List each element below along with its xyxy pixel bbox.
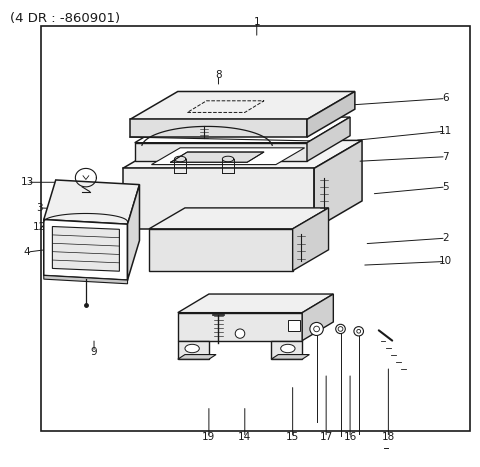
- Polygon shape: [314, 141, 362, 229]
- Polygon shape: [271, 354, 310, 359]
- Polygon shape: [123, 168, 314, 229]
- Text: 18: 18: [382, 432, 395, 442]
- Text: 2: 2: [443, 233, 449, 243]
- Text: 6: 6: [443, 93, 449, 104]
- Polygon shape: [44, 219, 128, 280]
- Text: 8: 8: [215, 70, 222, 80]
- Ellipse shape: [281, 344, 295, 353]
- Text: 14: 14: [238, 432, 252, 442]
- Polygon shape: [178, 312, 302, 340]
- Polygon shape: [130, 92, 355, 120]
- Polygon shape: [302, 294, 333, 340]
- Circle shape: [357, 329, 360, 333]
- Polygon shape: [307, 92, 355, 137]
- Ellipse shape: [185, 344, 199, 353]
- Polygon shape: [149, 208, 328, 229]
- Polygon shape: [288, 319, 300, 331]
- Text: 19: 19: [202, 432, 216, 442]
- Polygon shape: [130, 120, 307, 137]
- Text: 3: 3: [36, 203, 42, 213]
- Text: 16: 16: [344, 432, 357, 442]
- Text: 15: 15: [286, 432, 299, 442]
- Polygon shape: [178, 294, 333, 312]
- Text: 17: 17: [320, 432, 333, 442]
- Text: 9: 9: [91, 347, 97, 357]
- Text: 1: 1: [253, 17, 260, 27]
- Polygon shape: [271, 340, 302, 359]
- Circle shape: [314, 326, 320, 332]
- Polygon shape: [52, 226, 120, 271]
- Polygon shape: [170, 152, 264, 162]
- Text: 4: 4: [24, 247, 30, 257]
- Text: 12: 12: [32, 221, 46, 232]
- Polygon shape: [135, 117, 350, 143]
- Polygon shape: [123, 141, 362, 168]
- Bar: [41, 26, 470, 432]
- Circle shape: [336, 324, 345, 333]
- Polygon shape: [178, 340, 209, 359]
- Text: 13: 13: [20, 177, 34, 187]
- Polygon shape: [293, 208, 328, 271]
- Text: 5: 5: [443, 182, 449, 192]
- Text: 7: 7: [443, 152, 449, 162]
- Text: (4 DR : -860901): (4 DR : -860901): [10, 12, 120, 25]
- Polygon shape: [307, 117, 350, 161]
- Polygon shape: [178, 354, 216, 359]
- Circle shape: [354, 326, 363, 336]
- Text: 11: 11: [439, 126, 453, 136]
- Polygon shape: [44, 180, 140, 224]
- Polygon shape: [135, 143, 307, 161]
- Circle shape: [235, 329, 245, 338]
- Circle shape: [338, 326, 343, 331]
- Polygon shape: [44, 276, 128, 284]
- Polygon shape: [128, 184, 140, 280]
- Circle shape: [310, 322, 323, 335]
- Polygon shape: [149, 229, 293, 271]
- Polygon shape: [152, 148, 305, 164]
- Text: 10: 10: [439, 256, 452, 267]
